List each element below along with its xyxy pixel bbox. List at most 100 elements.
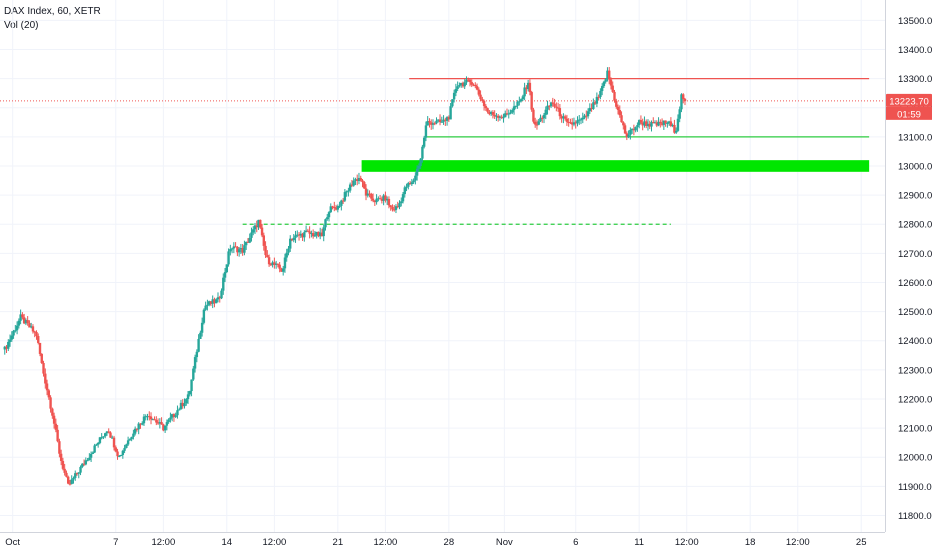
candle-body [114,447,117,452]
price-tick-label[interactable]: 12600.00 [898,278,932,289]
price-tick-label[interactable]: 12900.00 [898,191,932,202]
candle-body [144,416,147,418]
candle-body [511,110,514,113]
candle-body [606,70,609,80]
candle-body [641,122,644,126]
candle-body [493,114,496,117]
candle-body [84,460,88,465]
time-tick-label[interactable]: 12:00 [374,537,398,548]
time-tick-label[interactable]: 18 [745,537,756,548]
candle-body [650,122,653,127]
candle-body [181,402,184,407]
time-tick-label[interactable]: 12:00 [262,537,286,548]
candle-body [657,121,660,126]
price-axis[interactable]: 13500.0013400.0013300.0013200.0013100.00… [885,0,932,532]
candle-body [442,119,445,122]
candle-body [334,208,338,210]
candle-body [230,248,234,250]
candle-body [639,120,643,123]
candle-body [111,437,114,439]
time-tick-label[interactable]: 28 [444,537,455,548]
candle-body [123,447,126,451]
candle-body [125,444,128,448]
candle-body [518,101,521,103]
candle-body [137,423,140,430]
candle-body [81,463,84,467]
candle-body [671,124,674,126]
price-tick-label[interactable]: 12200.00 [898,394,932,405]
time-tick-label[interactable]: Nov [496,537,513,548]
candle-body [437,119,440,121]
candle-body [537,121,540,125]
price-tick-label[interactable]: 13300.00 [898,74,932,85]
candle-body [348,184,352,191]
candle-body [165,422,169,426]
countdown-tag-box [886,106,932,120]
time-tick-label[interactable]: 6 [573,537,578,548]
time-tick-label[interactable]: 14 [222,537,233,548]
candle-body [599,91,602,98]
candle-body [58,441,61,454]
candles [3,67,687,486]
time-tick-label[interactable]: 21 [333,537,344,548]
candle-body [135,428,139,430]
price-tick-label[interactable]: 13100.00 [898,132,932,143]
time-tick-label[interactable]: 7 [113,537,118,548]
price-tick-label[interactable]: 12100.00 [898,424,932,435]
candle-body [303,232,306,238]
time-tick-label[interactable]: 12:00 [151,537,175,548]
candle-body [190,379,193,392]
price-tick-label[interactable]: 13400.00 [898,45,932,56]
time-tick-label[interactable]: 25 [856,537,867,548]
candle-body [281,268,285,272]
candle-body [512,106,516,111]
candle-body [405,186,408,188]
candle-body [315,231,318,236]
candle-body [329,206,332,213]
time-axis[interactable]: Oct 7 12:00 14 12:00 21 12:00 28 Nov 6 11 12:00 18 12… [0,532,885,549]
price-tick-label[interactable]: 12700.00 [898,249,932,260]
price-tick-label[interactable]: 11900.00 [898,482,932,493]
time-tick-label[interactable]: 12:00 [786,537,810,548]
price-tick-label[interactable]: 12400.00 [898,336,932,347]
price-tick-label[interactable]: 11800.00 [898,511,932,522]
candle-body [26,320,29,324]
candle-body [581,117,584,120]
price-tick-label[interactable]: 13500.00 [898,16,932,27]
volume-indicator-label[interactable]: Vol (20) [4,20,39,31]
candle-body [597,96,600,98]
candle-body [426,121,429,126]
price-tick-label[interactable]: 12300.00 [898,365,932,376]
price-tick-label[interactable]: 12000.00 [898,453,932,464]
symbol-label[interactable]: DAX Index, 60, XETR [4,6,101,17]
candle-body [47,390,51,398]
price-tick-label[interactable]: 12800.00 [898,220,932,231]
candle-body [664,120,667,124]
candle-body [592,102,595,109]
candle-body [652,122,655,124]
time-tick-label[interactable]: Oct [5,537,20,548]
candle-body [126,440,130,445]
candle-body [8,339,12,342]
time-tick-label[interactable]: 11 [634,537,644,548]
price-tick-label[interactable]: 12500.00 [898,307,932,318]
candle-body [163,425,167,431]
candle-body [204,305,207,310]
candle-body [541,117,544,119]
candle-body [54,423,58,430]
candle-body [377,198,380,200]
candle-body [548,105,551,107]
candle-body [683,99,687,102]
candle-body [625,133,629,138]
time-tick-label[interactable]: 12:00 [675,537,699,548]
candle-body [609,79,613,86]
candle-body [368,193,371,195]
candle-body [119,454,123,456]
candle-body [317,231,320,237]
candle-body [241,248,244,253]
price-tick-label[interactable]: 13000.00 [898,161,932,172]
candle-body [207,301,211,305]
candle-body [35,332,38,337]
candle-body [188,391,191,395]
